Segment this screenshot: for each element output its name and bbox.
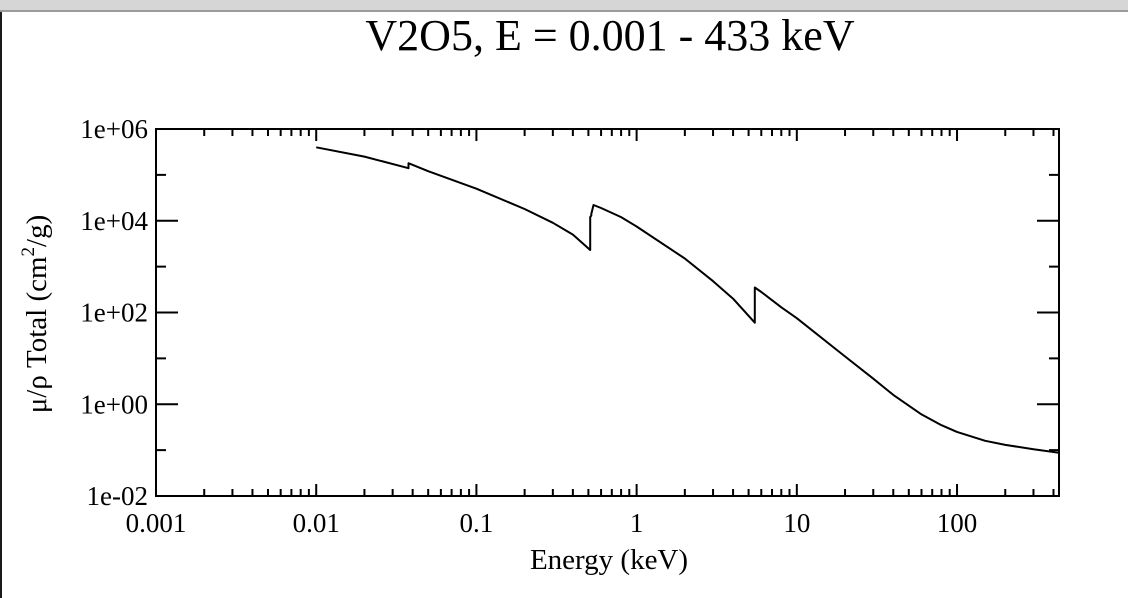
chart-title: V2O5, E = 0.001 - 433 keV xyxy=(365,11,854,60)
x-tick-label: 0.01 xyxy=(293,508,340,538)
x-tick-label: 0.1 xyxy=(460,508,494,538)
window-title-bar xyxy=(0,0,1128,12)
x-tick-label: 0.001 xyxy=(126,508,187,538)
y-tick-label: 1e-02 xyxy=(87,481,148,511)
window-left-edge xyxy=(0,12,2,598)
x-tick-label: 100 xyxy=(937,508,978,538)
x-tick-label: 1 xyxy=(630,508,644,538)
y-tick-label: 1e+06 xyxy=(80,114,148,144)
plot-frame xyxy=(155,128,1060,497)
x-tick-label: 10 xyxy=(783,508,810,538)
y-tick-label: 1e+00 xyxy=(80,389,148,419)
y-axis-label-end: /g) xyxy=(21,215,53,247)
series-line-0 xyxy=(316,146,1060,454)
y-axis-label-superscript: 2 xyxy=(18,247,39,257)
y-tick-label: 1e+02 xyxy=(80,298,148,328)
x-axis-label: Energy (keV) xyxy=(530,544,688,576)
plot-area: 0.001 0.01 0.1 1 10 100 1e-02 1e+00 1e+02 1e+04 1e… xyxy=(80,114,1060,538)
y-axis-label: μ/ρ Total (cm2/g) xyxy=(18,215,53,414)
y-axis-label-main: μ/ρ Total (cm xyxy=(21,256,53,413)
y-tick-label: 1e+04 xyxy=(80,206,148,236)
